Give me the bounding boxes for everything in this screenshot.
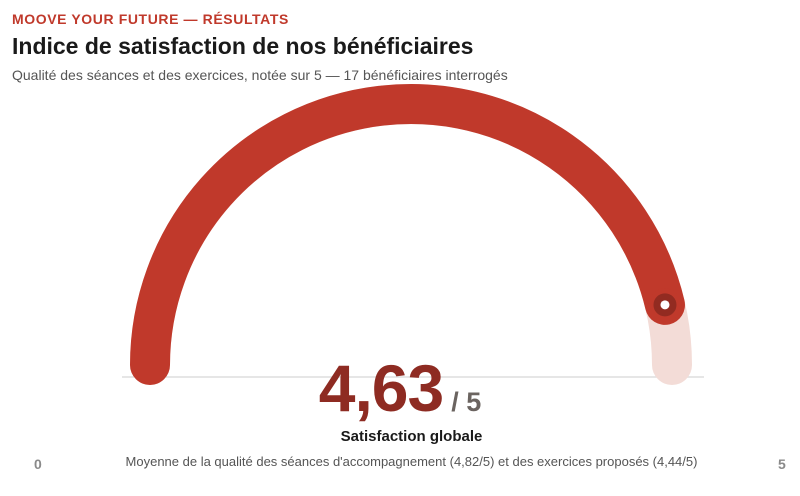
- gauge-tick-max: 5: [778, 456, 786, 472]
- gauge-marker: [648, 288, 682, 322]
- gauge-value: 4,63: [318, 351, 444, 425]
- gauge-note: Moyenne de la qualité des séances d'acco…: [125, 454, 698, 469]
- kicker: MOOVE YOUR FUTURE — RÉSULTATS: [12, 11, 289, 27]
- gauge-marker-dot: [660, 300, 670, 310]
- gauge-value-label: Satisfaction globale: [340, 428, 483, 445]
- gauge-track: [130, 84, 692, 385]
- chart-title: Indice de satisfaction de nos bénéficiai…: [12, 33, 474, 59]
- gauge-tick-min: 0: [34, 456, 42, 472]
- gauge-max-value: / 5: [451, 387, 482, 417]
- chart-subtitle: Qualité des séances et des exercices, no…: [12, 67, 508, 83]
- gauge-value-arc: [130, 84, 685, 385]
- gauge-readout: 4,63/ 5: [0, 350, 800, 426]
